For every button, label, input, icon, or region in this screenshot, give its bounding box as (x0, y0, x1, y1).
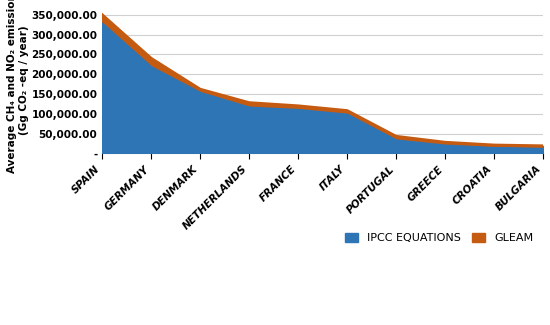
Y-axis label: Average CH₄ and NO₂ emissions
(Gg CO₂ -eq / year): Average CH₄ and NO₂ emissions (Gg CO₂ -e… (7, 0, 29, 173)
Legend: IPCC EQUATIONS, GLEAM: IPCC EQUATIONS, GLEAM (340, 228, 537, 248)
